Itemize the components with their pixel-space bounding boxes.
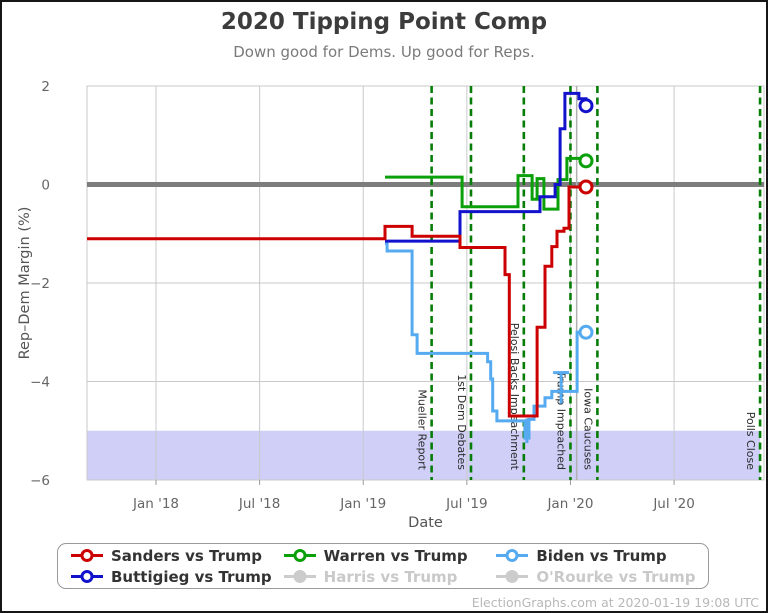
y-axis-title: Rep–Dem Margin (%) — [17, 207, 33, 360]
endpoint-marker-sanders-vs-trump — [578, 179, 594, 195]
y-tick-label: −6 — [30, 473, 50, 489]
y-tick-label: 2 — [41, 79, 50, 95]
event-label-polls-close: Polls Close — [744, 412, 757, 471]
series-marker-icon — [80, 570, 94, 583]
series-marker-icon — [496, 570, 529, 583]
event-label-iowa-caucuses: Iowa Caucuses — [581, 388, 594, 470]
x-tick-label: Jan '18 — [132, 496, 179, 512]
legend-item-biden[interactable]: Biden vs Trump — [495, 547, 708, 565]
x-tick-label: Jan '20 — [546, 496, 593, 512]
event-label-1st-dem-debates: 1st Dem Debates — [455, 374, 468, 470]
y-tick-label: −4 — [30, 375, 50, 391]
endpoint-marker-buttigieg-vs-trump — [578, 98, 594, 114]
series-marker-icon — [505, 570, 519, 583]
chart-title: 2020 Tipping Point Comp — [220, 9, 548, 35]
legend-item-harris[interactable]: Harris vs Trump — [283, 568, 496, 586]
series-marker-icon — [505, 549, 519, 562]
series-line-sanders-vs-trump — [87, 185, 586, 418]
legend-item-sanders[interactable]: Sanders vs Trump — [70, 547, 283, 565]
x-axis-title: Date — [408, 515, 443, 531]
series-marker-icon — [283, 549, 316, 562]
event-label-pelosi-backs-impeachment: Pelosi Backs Impeachment — [508, 323, 521, 471]
event-label-trump-impeached: Trump Impeached — [554, 370, 567, 470]
event-label-mueller-report: Mueller Report — [416, 389, 429, 470]
series-marker-icon — [283, 570, 316, 583]
series-marker-icon — [293, 549, 307, 562]
x-tick-label: Jul '20 — [652, 496, 694, 512]
legend: Sanders vs Trump Warren vs Trump Biden v… — [57, 543, 709, 589]
y-tick-label: 0 — [41, 178, 50, 194]
below-minus5-band — [87, 430, 761, 480]
chart-subtitle: Down good for Dems. Up good for Reps. — [233, 43, 535, 61]
x-tick-label: Jul '19 — [445, 496, 487, 512]
legend-label: Buttigieg vs Trump — [111, 567, 272, 586]
endpoint-marker-biden-vs-trump — [578, 324, 594, 340]
series-marker-icon — [293, 570, 307, 583]
credit-line: ElectionGraphs.com at 2020-01-19 19:08 U… — [471, 595, 759, 610]
series-marker-icon — [71, 549, 103, 562]
legend-item-buttigieg[interactable]: Buttigieg vs Trump — [70, 568, 283, 586]
x-tick-label: Jul '18 — [238, 496, 280, 512]
legend-item-orourke[interactable]: O'Rourke vs Trump — [495, 568, 708, 586]
legend-label: Biden vs Trump — [536, 546, 667, 565]
endpoint-marker-warren-vs-trump — [578, 153, 594, 169]
series-line-buttigieg-vs-trump — [385, 91, 588, 243]
series-marker-icon — [496, 549, 529, 562]
series-line-warren-vs-trump — [385, 156, 588, 211]
series-line-biden-vs-trump — [385, 242, 586, 440]
legend-label: O'Rourke vs Trump — [536, 567, 696, 586]
x-tick-label: Jan '19 — [339, 496, 386, 512]
legend-label: Sanders vs Trump — [111, 546, 263, 565]
legend-label: Harris vs Trump — [323, 567, 458, 586]
legend-label: Warren vs Trump — [323, 546, 468, 565]
y-tick-label: −2 — [30, 276, 50, 292]
legend-item-warren[interactable]: Warren vs Trump — [283, 547, 496, 565]
series-marker-icon — [80, 549, 94, 562]
plot-border — [86, 85, 765, 481]
series-marker-icon — [71, 570, 103, 583]
